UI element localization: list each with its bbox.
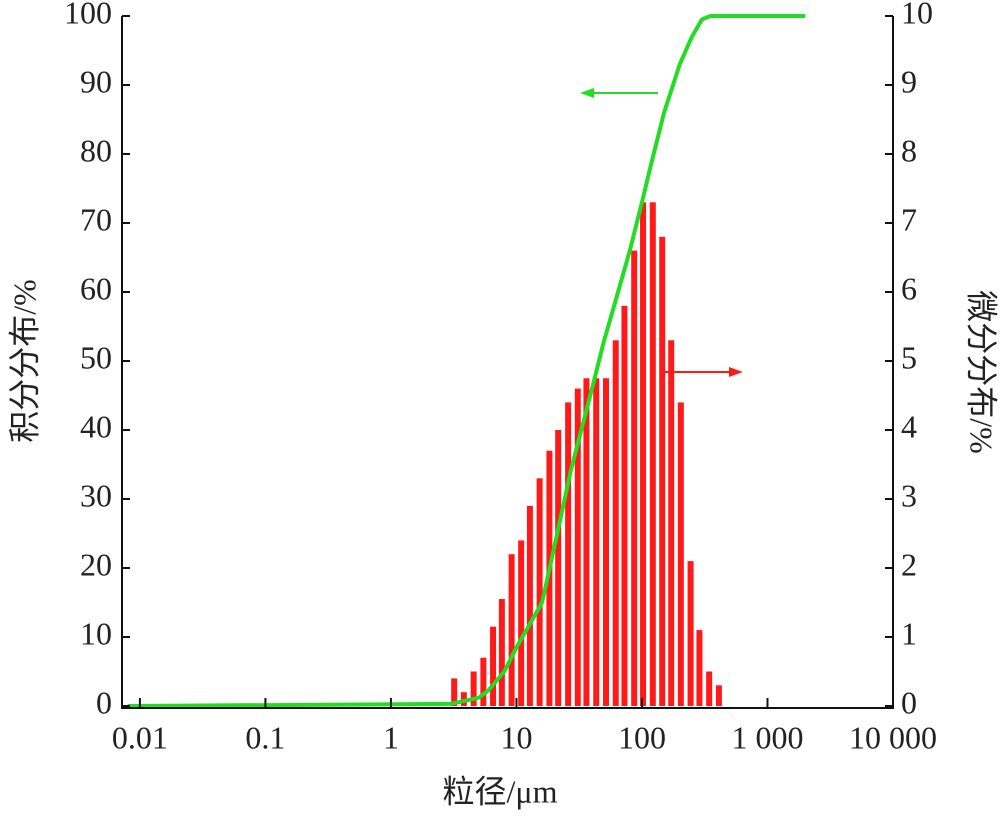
y2-tick-label: 2 <box>901 546 917 582</box>
y-tick-label: 30 <box>80 477 112 513</box>
y-tick-label: 40 <box>80 408 112 444</box>
bar <box>677 402 684 706</box>
bar <box>583 378 590 706</box>
y2-tick-label: 4 <box>901 408 917 444</box>
y-tick-label: 70 <box>80 201 112 237</box>
bar <box>631 250 638 706</box>
x-axis-title: 粒径/μm <box>443 773 558 809</box>
bar <box>706 671 713 706</box>
x-tick-label: 10 000 <box>849 719 937 755</box>
y2-tick-label: 7 <box>901 201 917 237</box>
bar <box>536 478 543 706</box>
bar <box>565 402 572 706</box>
bar <box>593 378 600 706</box>
y2-tick-label: 9 <box>901 63 917 99</box>
bar <box>526 505 533 706</box>
bar <box>668 340 675 706</box>
bar <box>621 305 628 706</box>
x-tick-label: 10 <box>500 719 532 755</box>
x-tick-label: 0.01 <box>112 719 168 755</box>
bar <box>574 388 581 706</box>
bar <box>480 657 487 706</box>
y-tick-label: 50 <box>80 339 112 375</box>
y2-tick-label: 0 <box>901 684 917 720</box>
x-tick-label: 0.1 <box>245 719 285 755</box>
arrow-head <box>729 367 743 377</box>
y-axis-title: 积分分布/% <box>6 279 42 443</box>
bar <box>659 236 666 707</box>
bar <box>451 678 458 706</box>
y2-tick-label: 6 <box>901 270 917 306</box>
bar <box>612 340 619 706</box>
bar <box>696 630 703 706</box>
y2-tick-label: 8 <box>901 132 917 168</box>
y-tick-label: 60 <box>80 270 112 306</box>
y-tick-label: 0 <box>96 684 112 720</box>
y-tick-label: 100 <box>64 0 112 30</box>
annotation-arrows <box>580 88 743 377</box>
bar <box>490 626 497 706</box>
bar <box>715 685 722 706</box>
bar <box>687 561 694 706</box>
bar <box>603 378 610 706</box>
y-tick-label: 20 <box>80 546 112 582</box>
y-tick-label: 80 <box>80 132 112 168</box>
arrow-head <box>580 88 594 98</box>
bar <box>555 430 562 706</box>
cumulative-line <box>127 14 806 708</box>
y-tick-label: 10 <box>80 615 112 651</box>
x-tick-label: 100 <box>618 719 666 755</box>
bar <box>640 202 647 707</box>
bar <box>470 671 477 706</box>
bar <box>518 540 525 706</box>
x-tick-label: 1 <box>383 719 399 755</box>
bar <box>508 554 515 706</box>
plot-area <box>127 14 806 708</box>
y2-tick-label: 1 <box>901 615 917 651</box>
y2-tick-label: 5 <box>901 339 917 375</box>
y2-tick-label: 3 <box>901 477 917 513</box>
y-tick-label: 90 <box>80 63 112 99</box>
bar <box>649 202 656 707</box>
bar <box>498 599 505 706</box>
y2-tick-label: 10 <box>901 0 933 30</box>
x-tick-label: 1 000 <box>731 719 803 755</box>
y2-axis-title: 微分分布/% <box>964 290 1000 454</box>
